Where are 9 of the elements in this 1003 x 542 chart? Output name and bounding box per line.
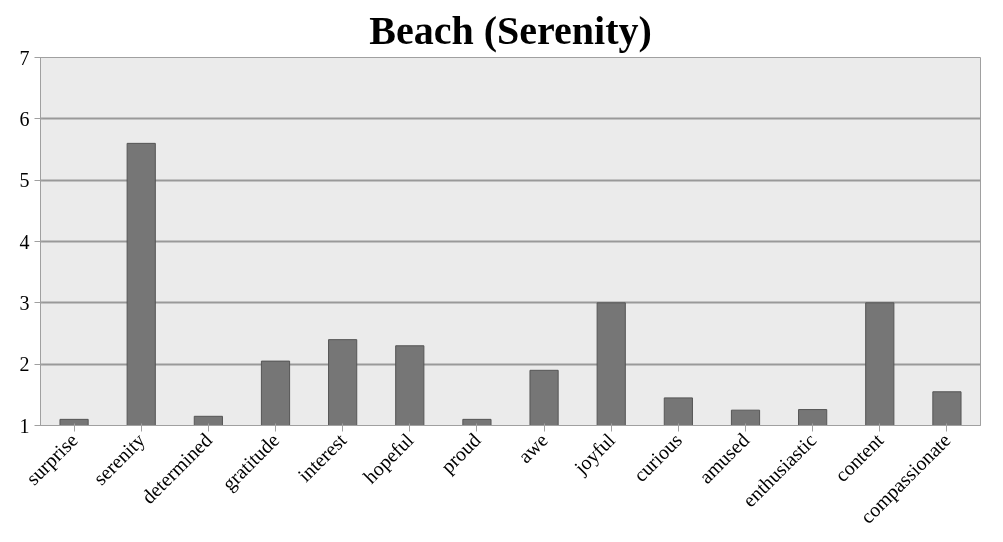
chart-title: Beach (Serenity) [369, 7, 652, 53]
y-tick-label: 7 [19, 46, 30, 69]
y-tick-label: 1 [19, 414, 30, 437]
y-tick-label: 3 [19, 291, 30, 314]
x-tick-label: awe [513, 428, 552, 468]
y-tick-label: 6 [19, 107, 30, 130]
y-tick-label: 2 [19, 353, 30, 376]
y-tick-label: 4 [19, 230, 30, 253]
y-tick-label: 5 [19, 169, 30, 192]
